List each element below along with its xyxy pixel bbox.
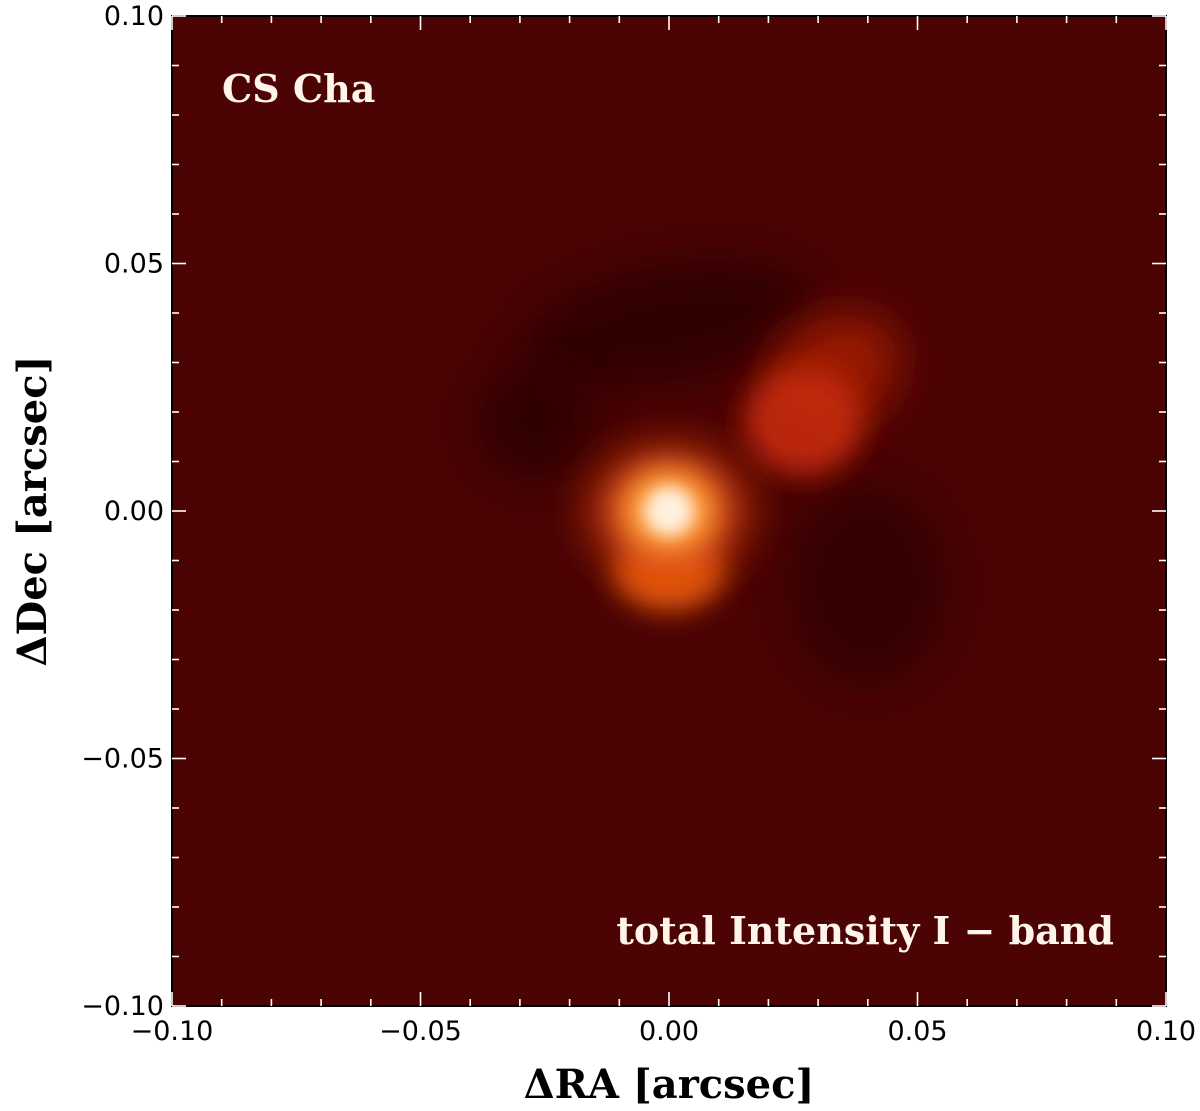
emission-layer xyxy=(475,258,948,685)
primary-peak xyxy=(644,486,694,536)
x-tick-label: 0.05 xyxy=(887,1016,947,1047)
left-dark-region xyxy=(475,362,595,482)
y-tick-label: 0.10 xyxy=(104,1,164,32)
band-label: total Intensity I − band xyxy=(616,908,1114,953)
y-tick-label: 0.05 xyxy=(104,249,164,280)
y-tick-label: −0.10 xyxy=(81,991,164,1022)
secondary-blob xyxy=(743,367,863,477)
y-axis-label: ΔDec [arcsec] xyxy=(9,356,56,667)
object-label: CS Cha xyxy=(222,66,375,111)
x-tick-label: 0.10 xyxy=(1136,1016,1196,1047)
x-axis-label: ΔRA [arcsec] xyxy=(524,1061,815,1108)
tick-marks xyxy=(171,15,1167,1007)
y-tick-labels: −0.10 −0.05 0.00 0.05 0.10 xyxy=(81,1,164,1022)
x-tick-label: −0.10 xyxy=(131,1016,214,1047)
plot-area xyxy=(171,15,1167,1007)
y-tick-label: −0.05 xyxy=(81,744,164,775)
x-tick-label: −0.05 xyxy=(379,1016,462,1047)
upper-dark-arc xyxy=(521,258,817,387)
y-tick-label: 0.00 xyxy=(104,496,164,527)
x-tick-label: 0.00 xyxy=(639,1016,699,1047)
x-tick-labels: −0.10 −0.05 0.00 0.05 0.10 xyxy=(131,1016,1196,1047)
right-dark-region xyxy=(788,486,948,685)
